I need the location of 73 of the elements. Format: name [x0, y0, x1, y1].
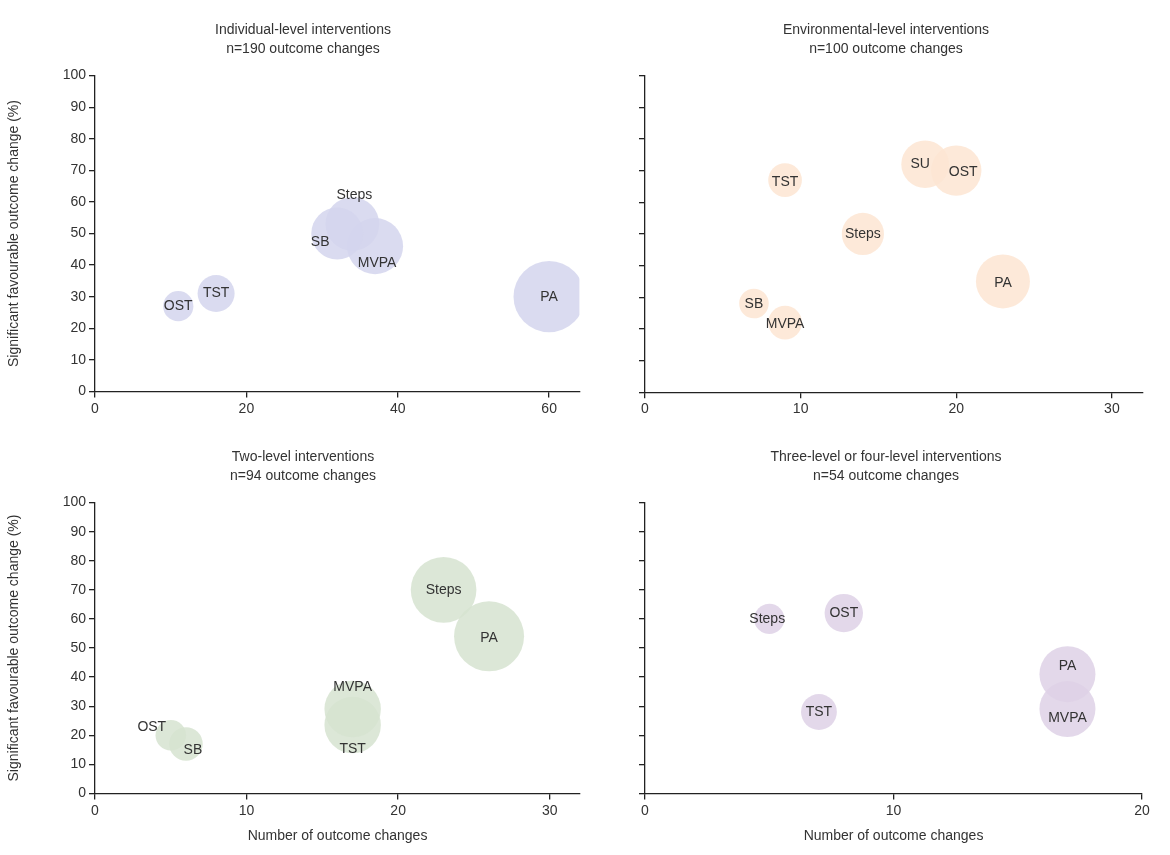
- x-tick-label: 10: [885, 801, 902, 818]
- series-label: TST: [805, 702, 833, 719]
- y-tick-label: 70: [70, 161, 87, 178]
- series-label: Steps: [844, 224, 881, 241]
- series-label: PA: [480, 629, 499, 646]
- chart-title: Environmental-level interventions: [782, 21, 990, 38]
- y-tick-label: 90: [70, 98, 87, 115]
- x-tick-label: 0: [641, 801, 650, 818]
- series-label: PA: [1058, 657, 1077, 674]
- series-label: TST: [202, 284, 230, 301]
- y-axis-title: Significant favourable outcome change (%): [5, 514, 22, 782]
- x-tick-label: 30: [1104, 400, 1120, 417]
- series-label: SB: [310, 233, 330, 250]
- series-label: PA: [540, 287, 559, 304]
- series-label: OST: [948, 163, 979, 180]
- y-tick-label: 0: [78, 382, 87, 399]
- x-tick-label: 0: [91, 801, 100, 818]
- series-label: SB: [744, 295, 764, 312]
- y-tick-label: 80: [70, 129, 87, 146]
- x-tick-label: 0: [91, 399, 100, 416]
- series-label: MVPA: [333, 677, 373, 694]
- series-label: OST: [829, 603, 859, 620]
- y-tick-label: 20: [70, 726, 87, 743]
- series-label: MVPA: [357, 253, 398, 270]
- x-tick-label: 10: [238, 801, 255, 818]
- series-label: SU: [910, 155, 930, 172]
- chart-title: Individual-level interventions: [215, 21, 391, 38]
- y-tick-label: 80: [70, 551, 87, 568]
- series-label: Steps: [336, 185, 373, 202]
- y-tick-label: 10: [70, 755, 87, 772]
- y-tick-label: 30: [70, 287, 87, 304]
- x-axis-title: Number of outcome changes: [247, 827, 428, 844]
- y-tick-label: 10: [70, 350, 87, 367]
- x-tick-label: 20: [238, 399, 255, 416]
- y-axis-title: Significant favourable outcome change (%): [5, 100, 22, 367]
- series-label: MVPA: [765, 315, 806, 332]
- y-tick-label: 90: [70, 522, 87, 539]
- series-label: PA: [994, 274, 1013, 291]
- series-label: TST: [771, 172, 799, 189]
- y-tick-label: 40: [70, 255, 87, 272]
- chart-subtitle: n=54 outcome changes: [813, 467, 959, 484]
- x-tick-label: 20: [1134, 801, 1150, 818]
- x-axis-title: Number of outcome changes: [803, 827, 984, 844]
- x-tick-label: 60: [541, 399, 558, 416]
- x-tick-label: 20: [390, 801, 407, 818]
- series-label: TST: [339, 739, 367, 756]
- y-tick-label: 30: [70, 697, 87, 714]
- x-tick-label: 40: [389, 399, 406, 416]
- y-tick-label: 50: [70, 224, 87, 241]
- series-label: Steps: [425, 580, 462, 597]
- x-tick-label: 10: [792, 400, 809, 417]
- y-tick-label: 60: [70, 192, 87, 209]
- chart-subtitle: n=94 outcome changes: [230, 467, 376, 484]
- series-label: MVPA: [1048, 708, 1088, 725]
- x-tick-label: 30: [541, 801, 558, 818]
- x-tick-label: 20: [948, 400, 965, 417]
- y-tick-label: 50: [70, 638, 87, 655]
- y-tick-label: 0: [78, 784, 87, 801]
- chart-title: Two-level interventions: [231, 448, 375, 465]
- chart-subtitle: n=100 outcome changes: [809, 40, 963, 57]
- chart-title: Three-level or four-level interventions: [770, 448, 1002, 465]
- y-tick-label: 20: [70, 319, 87, 336]
- series-label: SB: [183, 740, 203, 757]
- x-tick-label: 0: [641, 400, 650, 417]
- y-tick-label: 100: [62, 493, 87, 510]
- series-label: OST: [137, 718, 167, 735]
- y-tick-label: 70: [70, 580, 87, 597]
- y-tick-label: 40: [70, 667, 87, 684]
- y-tick-label: 60: [70, 609, 87, 626]
- y-tick-label: 100: [62, 66, 87, 83]
- series-label: Steps: [749, 609, 786, 626]
- chart-subtitle: n=190 outcome changes: [226, 40, 380, 57]
- series-label: OST: [163, 296, 194, 313]
